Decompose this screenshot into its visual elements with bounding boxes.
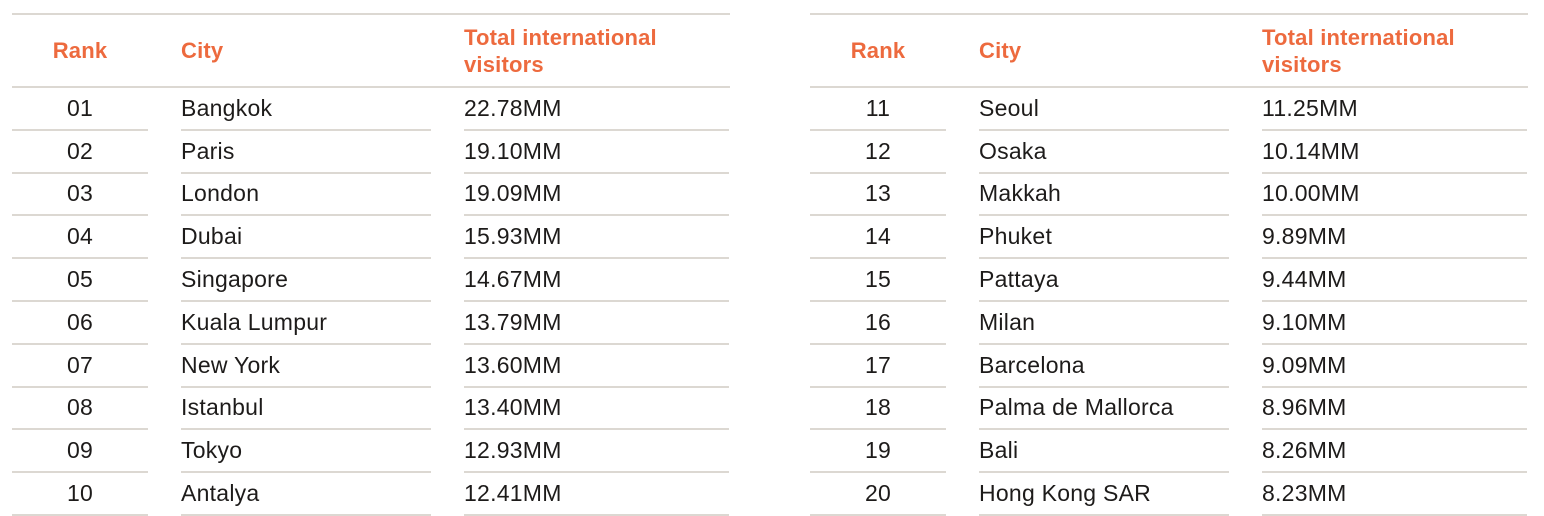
cell-rank: 20	[810, 473, 946, 516]
cell-rank: 05	[12, 259, 148, 302]
cell-city: Kuala Lumpur	[181, 302, 431, 345]
table-row: 12 Osaka 10.14MM	[810, 131, 1528, 174]
cell-city: Makkah	[979, 174, 1229, 217]
table-row: 05 Singapore 14.67MM	[12, 259, 730, 302]
cell-visitors: 19.09MM	[464, 174, 729, 217]
column-header-visitors: Total international visitors	[1262, 24, 1455, 77]
cell-visitors: 13.60MM	[464, 345, 729, 388]
cell-city: Bangkok	[181, 88, 431, 131]
cell-city: Hong Kong SAR	[979, 473, 1229, 516]
cell-rank: 16	[810, 302, 946, 345]
table-body: 11 Seoul 11.25MM 12 Osaka 10.14MM 13 Makkah 10.0…	[810, 88, 1528, 516]
ranking-table-1-10: Rank City Total international visitors 0…	[12, 13, 730, 516]
cell-city: Seoul	[979, 88, 1229, 131]
cell-visitors: 15.93MM	[464, 216, 729, 260]
table-header-row: Rank City Total international visitors	[12, 13, 730, 88]
cell-rank: 02	[12, 131, 148, 174]
column-header-city: City	[181, 38, 224, 63]
cell-city: Palma de Mallorca	[979, 388, 1229, 431]
table-row: 02 Paris 19.10MM	[12, 131, 730, 174]
cell-visitors: 12.93MM	[464, 430, 729, 474]
table-header-row: Rank City Total international visitors	[810, 13, 1528, 88]
cell-rank: 11	[810, 88, 946, 131]
table-row: 08 Istanbul 13.40MM	[12, 388, 730, 431]
table-row: 14 Phuket 9.89MM	[810, 216, 1528, 260]
cell-visitors: 9.44MM	[1262, 259, 1527, 302]
table-row: 09 Tokyo 12.93MM	[12, 430, 730, 474]
cell-rank: 13	[810, 174, 946, 217]
cell-visitors: 8.26MM	[1262, 430, 1527, 474]
cell-rank: 18	[810, 388, 946, 431]
cell-visitors: 13.79MM	[464, 302, 729, 345]
cell-city: Singapore	[181, 259, 431, 302]
cell-rank: 08	[12, 388, 148, 431]
cell-rank: 07	[12, 345, 148, 388]
cell-rank: 17	[810, 345, 946, 388]
column-header-rank: Rank	[52, 38, 108, 63]
table-row: 01 Bangkok 22.78MM	[12, 88, 730, 131]
cell-visitors: 9.89MM	[1262, 216, 1527, 260]
cell-city: New York	[181, 345, 431, 388]
column-header-rank: Rank	[850, 38, 906, 63]
cell-rank: 04	[12, 216, 148, 260]
cell-rank: 10	[12, 473, 148, 516]
cell-visitors: 11.25MM	[1262, 88, 1527, 131]
cell-rank: 15	[810, 259, 946, 302]
table-row: 17 Barcelona 9.09MM	[810, 345, 1528, 388]
column-header-city: City	[979, 38, 1022, 63]
cell-visitors: 9.09MM	[1262, 345, 1527, 388]
table-row: 07 New York 13.60MM	[12, 345, 730, 388]
table-row: 20 Hong Kong SAR 8.23MM	[810, 473, 1528, 516]
column-header-visitors: Total international visitors	[464, 24, 657, 77]
cell-city: Bali	[979, 430, 1229, 474]
cell-visitors: 19.10MM	[464, 131, 729, 174]
cell-rank: 01	[12, 88, 148, 131]
cell-city: Paris	[181, 131, 431, 174]
cell-city: Phuket	[979, 216, 1229, 260]
cell-city: Tokyo	[181, 430, 431, 474]
cell-city: Antalya	[181, 473, 431, 516]
cell-visitors: 8.96MM	[1262, 388, 1527, 431]
cell-city: Milan	[979, 302, 1229, 345]
cell-rank: 09	[12, 430, 148, 474]
cell-city: Istanbul	[181, 388, 431, 431]
table-row: 16 Milan 9.10MM	[810, 302, 1528, 345]
cell-rank: 06	[12, 302, 148, 345]
table-row: 19 Bali 8.26MM	[810, 430, 1528, 474]
cell-visitors: 10.00MM	[1262, 174, 1527, 217]
cell-city: Dubai	[181, 216, 431, 260]
table-row: 06 Kuala Lumpur 13.79MM	[12, 302, 730, 345]
table-row: 04 Dubai 15.93MM	[12, 216, 730, 260]
table-row: 13 Makkah 10.00MM	[810, 174, 1528, 217]
table-row: 15 Pattaya 9.44MM	[810, 259, 1528, 302]
cell-visitors: 22.78MM	[464, 88, 729, 131]
table-row: 10 Antalya 12.41MM	[12, 473, 730, 516]
cell-visitors: 13.40MM	[464, 388, 729, 431]
cell-visitors: 9.10MM	[1262, 302, 1527, 345]
table-row: 03 London 19.09MM	[12, 174, 730, 217]
cell-rank: 14	[810, 216, 946, 260]
cell-visitors: 8.23MM	[1262, 473, 1527, 516]
cell-rank: 03	[12, 174, 148, 217]
cell-visitors: 14.67MM	[464, 259, 729, 302]
table-body: 01 Bangkok 22.78MM 02 Paris 19.10MM 03 London 19…	[12, 88, 730, 516]
cell-rank: 19	[810, 430, 946, 474]
cell-city: Osaka	[979, 131, 1229, 174]
cell-rank: 12	[810, 131, 946, 174]
cell-city: Barcelona	[979, 345, 1229, 388]
ranking-table-11-20: Rank City Total international visitors 1…	[810, 13, 1528, 516]
cell-visitors: 10.14MM	[1262, 131, 1527, 174]
cell-city: London	[181, 174, 431, 217]
table-row: 11 Seoul 11.25MM	[810, 88, 1528, 131]
cell-visitors: 12.41MM	[464, 473, 729, 516]
table-row: 18 Palma de Mallorca 8.96MM	[810, 388, 1528, 431]
cell-city: Pattaya	[979, 259, 1229, 302]
